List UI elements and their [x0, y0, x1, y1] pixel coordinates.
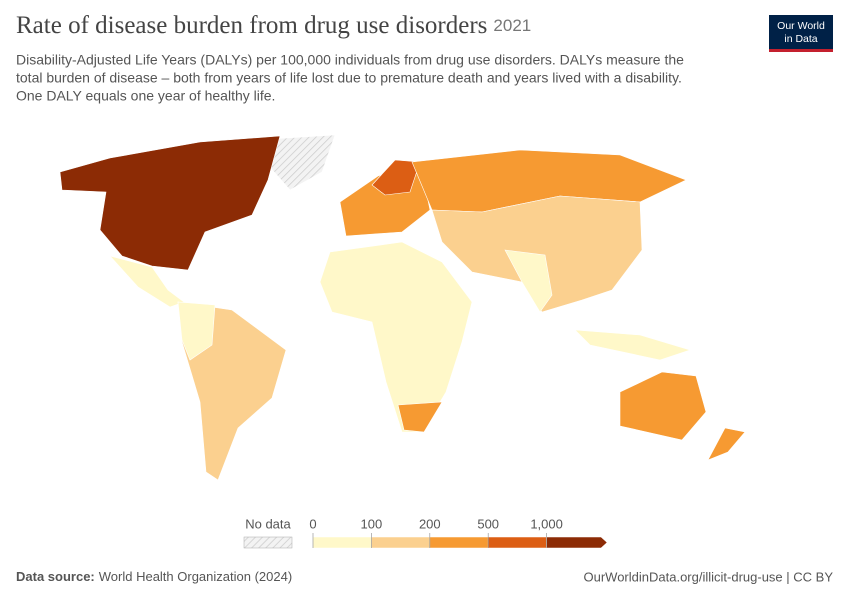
legend-no-data: [243, 536, 293, 549]
source-text: World Health Organization (2024): [99, 569, 292, 584]
logo: [769, 15, 833, 51]
title-text: Rate of disease burden from drug use dis…: [16, 12, 487, 39]
india: [504, 249, 553, 313]
logo-bar: [769, 49, 833, 52]
australia: [619, 371, 707, 441]
central-america: [109, 255, 185, 308]
map: [59, 134, 746, 481]
legend-swatch: [429, 536, 489, 549]
source-label: Data source:: [16, 569, 95, 584]
legend-swatch: [312, 536, 372, 549]
north-america: [59, 135, 281, 271]
africa: [319, 241, 473, 433]
legend-tick-label: 500: [477, 516, 499, 531]
indonesia: [574, 329, 691, 361]
logo-text: in Data: [784, 33, 817, 45]
subtitle-2: total burden of disease – both from year…: [16, 70, 682, 86]
legend-tick-label: 100: [361, 516, 383, 531]
new-zealand: [707, 427, 746, 461]
scandinavia: [371, 159, 421, 196]
legend-tick-label: 200: [419, 516, 441, 531]
legend-swatch: [546, 536, 608, 549]
legend: 0 100 200 500 1,000: [309, 516, 608, 549]
title: Rate of disease burden from drug use dis…: [16, 12, 531, 39]
subtitle-3: One DALY equals one year of healthy life…: [16, 88, 275, 104]
legend-tick-label: 0: [309, 516, 316, 531]
logo-text: Our World: [777, 20, 825, 32]
south-africa: [397, 401, 443, 433]
andes: [177, 301, 216, 361]
legend-tick-label: 1,000: [530, 516, 563, 531]
source: Data source: World Health Organization (2…: [16, 569, 292, 584]
legend-no-data-label: No data: [245, 516, 291, 531]
legend-swatch: [487, 536, 547, 549]
url: OurWorldinData.org/illicit-drug-use | CC…: [584, 569, 834, 584]
subtitle-1: Disability-Adjusted Life Years (DALYs) p…: [16, 52, 684, 68]
year: 2021: [493, 16, 531, 35]
legend-swatch: [371, 536, 431, 549]
